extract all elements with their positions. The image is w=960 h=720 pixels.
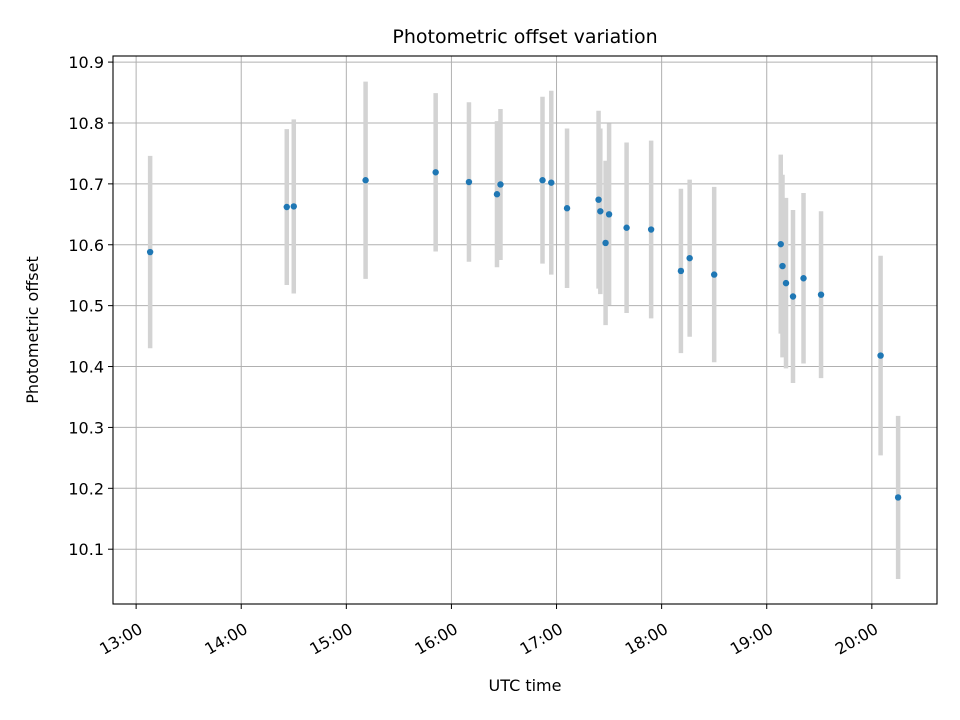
data-point xyxy=(432,169,439,176)
y-tick-label: 10.2 xyxy=(68,479,104,498)
data-point xyxy=(710,271,718,278)
data-point xyxy=(563,205,571,212)
x-axis-title: UTC time xyxy=(489,676,562,695)
y-tick-label: 10.3 xyxy=(68,418,104,437)
data-point xyxy=(605,211,613,218)
data-point xyxy=(595,196,602,203)
data-point xyxy=(677,267,685,275)
data-point xyxy=(777,240,784,248)
data-point xyxy=(465,178,473,186)
plot-frame xyxy=(112,55,938,605)
data-point xyxy=(800,275,807,282)
data-point xyxy=(779,262,786,270)
y-tick-label: 10.8 xyxy=(68,114,104,133)
grid-layer xyxy=(113,56,937,604)
data-point xyxy=(290,203,297,210)
point-layer xyxy=(146,169,902,501)
y-tick-label: 10.1 xyxy=(68,540,104,559)
y-tick-label: 10.4 xyxy=(68,358,104,377)
data-point xyxy=(877,352,884,359)
y-tick-label: 10.7 xyxy=(68,175,104,194)
data-point xyxy=(146,248,154,256)
y-tick-label: 10.6 xyxy=(68,236,104,255)
y-tick-label: 10.5 xyxy=(68,297,104,316)
data-point xyxy=(548,179,555,186)
y-axis: 10.1 10.2 10.3 10.4 10.5 10.6 10.7 10.8 10.9 xyxy=(68,53,113,559)
data-point xyxy=(817,291,825,298)
data-point xyxy=(497,181,504,188)
data-point xyxy=(686,254,693,262)
data-point xyxy=(647,226,655,233)
data-point xyxy=(623,224,630,231)
data-point xyxy=(362,177,369,184)
data-point xyxy=(597,208,604,215)
y-axis-title: Photometric offset xyxy=(23,256,42,404)
data-point xyxy=(539,177,546,184)
data-point xyxy=(789,293,797,300)
y-tick-label: 10.9 xyxy=(68,53,104,72)
data-point xyxy=(493,191,501,198)
chart-title: Photometric offset variation xyxy=(392,26,657,48)
data-point xyxy=(782,279,790,287)
data-point xyxy=(602,239,609,247)
data-point xyxy=(894,494,902,501)
data-point xyxy=(283,203,290,211)
